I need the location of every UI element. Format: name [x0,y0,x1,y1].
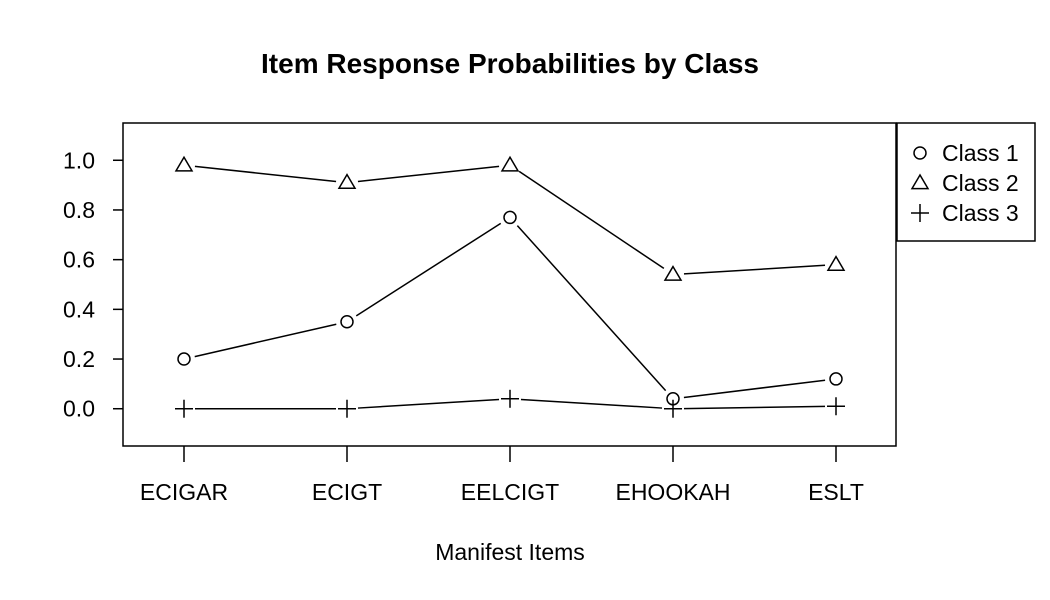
series-line-segment [516,225,667,392]
data-point-plus [827,397,845,416]
data-point-triangle [174,155,194,172]
series-line-segment [520,398,663,409]
x-axis: ECIGAR ECIGT EELCIGT EHOOKAH ESLT [140,446,864,505]
legend-symbol-circle [913,146,927,160]
series-line-segment [357,165,500,183]
y-tick-label: 0.8 [63,197,95,223]
x-tick-label: EHOOKAH [615,479,730,505]
data-point-circle [829,372,843,386]
data-point-plus [501,389,519,408]
legend-label: Class 2 [942,170,1019,196]
data-point-circle [503,210,517,225]
y-tick-label: 0.2 [63,346,95,372]
series-line-segment [194,165,337,183]
legend: Class 1 Class 2 Class 3 [896,122,1036,242]
data-point-plus [175,399,193,418]
data-point-plus [338,399,356,418]
series-line-segment [683,405,826,410]
x-axis-label: Manifest Items [435,539,585,565]
x-tick-label: ECIGAR [140,479,228,505]
data-point-triangle [337,173,357,189]
data-point-triangle [500,155,520,172]
data-point-circle [177,352,191,366]
series-line-segment [683,379,826,399]
data-point-triangle [663,265,683,281]
y-tick-label: 0.6 [63,247,95,273]
legend-symbol-plus [911,204,929,222]
y-tick-label: 0.4 [63,296,95,322]
series-1 [177,210,843,406]
series-line-segment [194,323,337,358]
series-layer [174,155,846,418]
data-point-plus [664,399,682,418]
x-tick-label: ESLT [808,479,864,505]
series-line-segment [355,222,502,317]
series-3 [175,389,845,418]
x-tick-label: EELCIGT [461,479,559,505]
data-point-triangle [826,255,846,271]
series-line-segment [357,398,500,409]
series-line-segment [518,170,665,270]
y-tick-label: 0.0 [63,396,95,422]
x-tick-label: ECIGT [312,479,382,505]
y-axis: 0.0 0.2 0.4 0.6 0.8 1.0 [63,147,123,422]
data-point-circle [340,315,354,329]
legend-symbol-triangle [910,173,930,190]
legend-label: Class 1 [942,140,1019,166]
series-2 [174,155,846,281]
series-line-segment [683,264,826,275]
y-tick-label: 1.0 [63,147,95,173]
chart-title: Item Response Probabilities by Class [261,48,759,79]
legend-label: Class 3 [942,200,1019,226]
